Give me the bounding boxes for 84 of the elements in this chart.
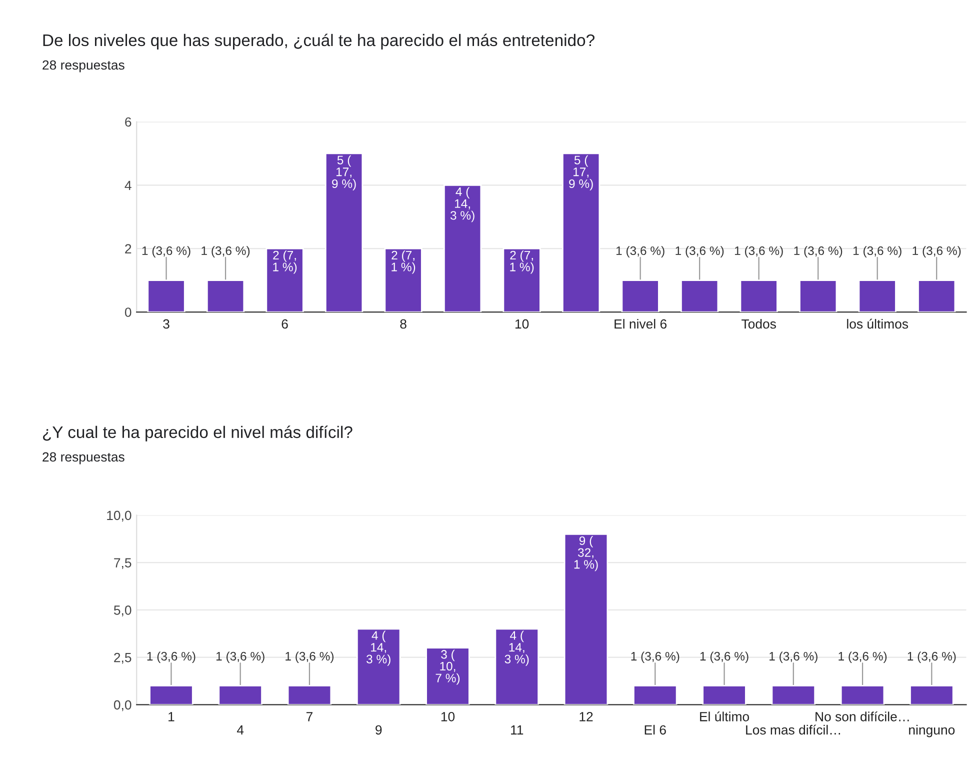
data-label: 3 ( 10, 7 %) (436, 650, 460, 685)
y-tick-label: 2,5 (114, 652, 132, 664)
data-label: 9 ( 32, 1 %) (574, 536, 598, 572)
data-label: 1 (3,6 %) (616, 246, 664, 258)
data-label: 1 (3,6 %) (631, 652, 680, 663)
y-tick-label: 0 (124, 308, 132, 317)
data-label: 5 ( 17, 9 %) (332, 155, 356, 190)
data-label: 1 (3,6 %) (216, 652, 264, 663)
data-label: 1 (3,6 %) (202, 246, 250, 258)
chart-title: ¿Y cual te ha parecido el nivel más difícil? (43, 426, 352, 442)
chart-subtitle: 28 respuestas (42, 452, 124, 464)
y-tick-label: 0,0 (114, 700, 132, 712)
data-label: 5 ( 17, 9 %) (569, 155, 593, 190)
bar (287, 685, 332, 705)
chart-subtitle: 28 respuestas (42, 60, 124, 72)
data-label: 2 (7, 1 %) (392, 250, 416, 274)
x-tick-label: 4 (236, 725, 244, 734)
bar (910, 685, 954, 705)
bar (426, 647, 470, 705)
data-label: 1 (3,6 %) (838, 652, 887, 663)
data-label: 2 (7, 1 %) (510, 250, 534, 274)
bar (147, 280, 186, 312)
bar (771, 685, 816, 705)
x-tick-label: 9 (376, 725, 382, 735)
data-label: 2 (7, 1 %) (273, 250, 297, 274)
data-label: 1 (3,6 %) (147, 652, 196, 663)
data-label: 1 (3,6 %) (286, 652, 334, 663)
x-tick-label: 7 (306, 712, 312, 722)
x-tick-label: 10 (441, 712, 455, 722)
bar (702, 685, 746, 705)
x-tick-label: El 6 (644, 724, 666, 735)
data-label: 1 (3,6 %) (794, 246, 842, 258)
data-label: 1 (3,6 %) (142, 246, 190, 258)
data-label: 1 (3,6 %) (700, 652, 748, 663)
data-label: 1 (3,6 %) (676, 246, 724, 258)
data-label: 4 ( 14, 3 %) (450, 187, 474, 222)
data-label: 1 (3,6 %) (770, 652, 818, 663)
data-label: 1 (3,6 %) (912, 246, 961, 258)
x-tick-label: Los mas difícil… (746, 724, 840, 735)
bar (266, 248, 304, 312)
bar (680, 280, 719, 312)
y-tick-label: 5,0 (114, 606, 132, 616)
x-tick-label: los últimos (847, 318, 908, 329)
data-label: 1 (3,6 %) (908, 652, 956, 663)
x-tick-label: Todos (742, 318, 776, 329)
x-tick-label: 6 (282, 319, 288, 329)
bar (218, 685, 262, 705)
bar (840, 685, 885, 705)
x-tick-label: 10 (515, 319, 529, 329)
bar (356, 628, 401, 705)
y-tick-label: 2 (125, 244, 132, 254)
x-tick-label: No son difícile… (816, 711, 909, 722)
bar (633, 685, 678, 705)
bar (384, 248, 422, 312)
data-label: 4 ( 14, 3 %) (366, 630, 390, 666)
x-tick-label: 3 (163, 319, 170, 329)
y-tick-label: 4 (124, 180, 132, 190)
x-tick-label: ninguno (909, 724, 955, 738)
bar (502, 248, 541, 312)
bar (858, 280, 896, 312)
bar (443, 184, 482, 312)
bar (740, 280, 778, 312)
x-tick-label: 1 (168, 712, 174, 722)
bar (799, 280, 838, 312)
x-tick-label: 11 (511, 725, 524, 734)
bar (494, 628, 539, 705)
bar (206, 280, 245, 312)
x-tick-label: El último (700, 711, 750, 722)
y-tick-label: 6 (125, 117, 132, 127)
data-label: 1 (3,6 %) (734, 246, 783, 258)
bar (621, 280, 660, 312)
bar (149, 685, 194, 705)
x-tick-label: 8 (400, 319, 406, 329)
y-tick-label: 7,5 (114, 558, 132, 570)
chart-title: De los niveles que has superado, ¿cuál te ha parecido el más entretenido? (43, 34, 594, 50)
data-label: 4 ( 14, 3 %) (504, 630, 529, 666)
y-tick-label: 10,0 (107, 510, 132, 522)
data-label: 1 (3,6 %) (853, 246, 902, 258)
bar (562, 152, 600, 312)
x-tick-label: El nivel 6 (614, 318, 667, 329)
bar (324, 152, 364, 312)
bar (564, 533, 608, 705)
bar (918, 280, 956, 312)
x-tick-label: 12 (580, 712, 593, 722)
